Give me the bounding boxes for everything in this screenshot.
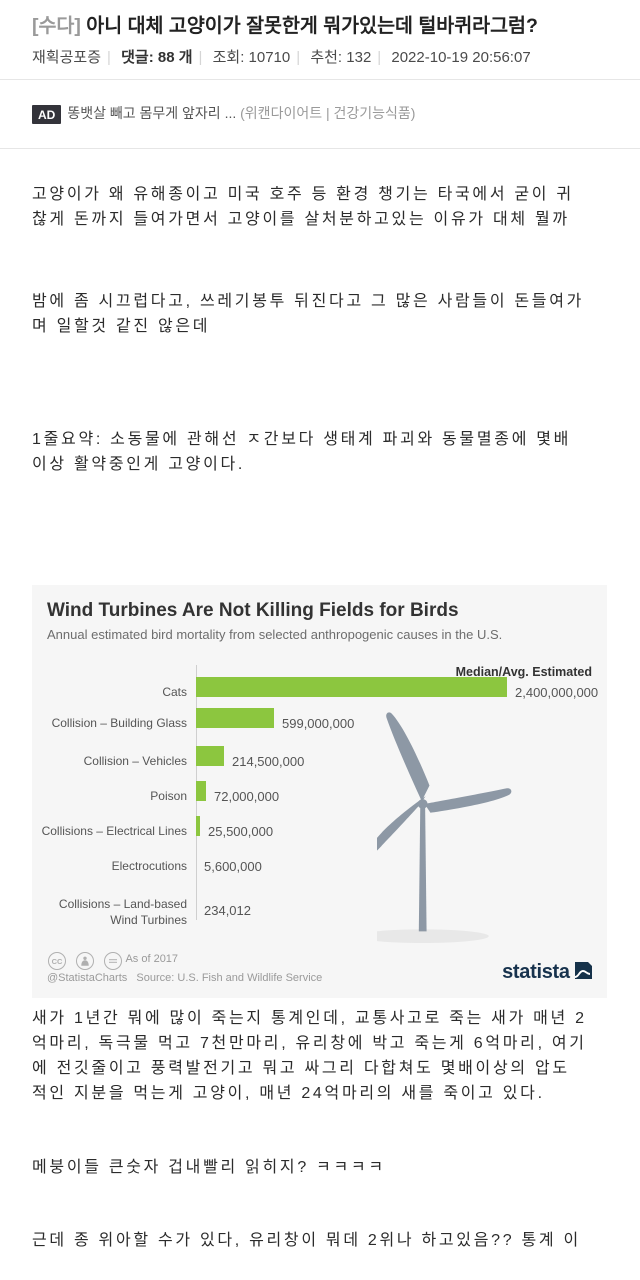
svg-text:CC: CC xyxy=(52,957,63,966)
